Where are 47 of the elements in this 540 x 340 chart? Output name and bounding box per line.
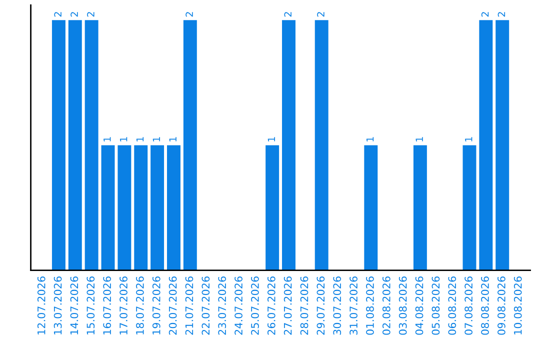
data-label: 1 xyxy=(136,137,144,142)
x-tick-label: 05.08.2026 xyxy=(432,276,440,335)
data-label: 2 xyxy=(481,12,489,17)
x-tick-label: 24.07.2026 xyxy=(234,276,242,335)
x-tick-label: 15.07.2026 xyxy=(86,276,95,334)
x-tick-label: 12.07.2026 xyxy=(37,276,46,334)
x-tick-label: 26.07.2026 xyxy=(267,276,276,335)
x-tick-label: 28.07.2026 xyxy=(300,276,308,335)
x-tick-label: 30.07.2026 xyxy=(333,276,342,335)
data-label: 1 xyxy=(169,137,176,142)
data-label: 1 xyxy=(465,137,472,142)
x-tick-label: 14.07.2026 xyxy=(70,276,78,334)
x-tick-label: 06.08.2026 xyxy=(448,276,456,335)
data-label: 1 xyxy=(416,137,423,142)
data-label: 2 xyxy=(87,12,94,17)
x-tick-label: 03.08.2026 xyxy=(398,276,407,335)
x-tick-label: 02.08.2026 xyxy=(382,276,390,335)
x-tick-label: 23.07.2026 xyxy=(218,276,226,335)
x-tick-label: 10.08.2026 xyxy=(514,276,522,334)
x-tick-label: 29.07.2026 xyxy=(316,276,325,335)
data-label: 2 xyxy=(70,12,78,17)
x-tick-label: 21.07.2026 xyxy=(185,276,194,335)
data-label: 1 xyxy=(268,137,275,142)
data-label: 1 xyxy=(104,137,111,142)
x-tick-label: 17.07.2026 xyxy=(120,276,128,334)
data-label: 1 xyxy=(366,137,374,142)
data-label: 2 xyxy=(498,12,506,17)
data-label: 2 xyxy=(186,12,193,17)
data-label: 1 xyxy=(120,137,128,142)
x-tick-label: 22.07.2026 xyxy=(202,276,210,335)
data-label: 1 xyxy=(152,137,160,142)
x-tick-label: 25.07.2026 xyxy=(251,276,259,335)
x-tick-label: 19.07.2026 xyxy=(152,276,160,334)
data-label: 2 xyxy=(284,12,292,17)
x-tick-label: 13.07.2026 xyxy=(54,276,62,334)
x-tick-label: 01.08.2026 xyxy=(366,276,374,335)
x-tick-label: 07.08.2026 xyxy=(464,276,473,335)
x-tick-label: 31.07.2026 xyxy=(350,276,358,335)
data-label: 2 xyxy=(317,12,324,17)
x-tick-label: 18.07.2026 xyxy=(136,276,144,334)
x-tick-label: 27.07.2026 xyxy=(284,276,292,335)
x-tick-label: 08.08.2026 xyxy=(481,276,489,335)
x-tick-label: 09.08.2026 xyxy=(497,276,506,335)
data-label: 2 xyxy=(54,12,62,17)
x-tick-label: 16.07.2026 xyxy=(103,276,112,334)
x-tick-label: 20.07.2026 xyxy=(168,276,177,335)
x-tick-label: 04.08.2026 xyxy=(415,276,424,335)
